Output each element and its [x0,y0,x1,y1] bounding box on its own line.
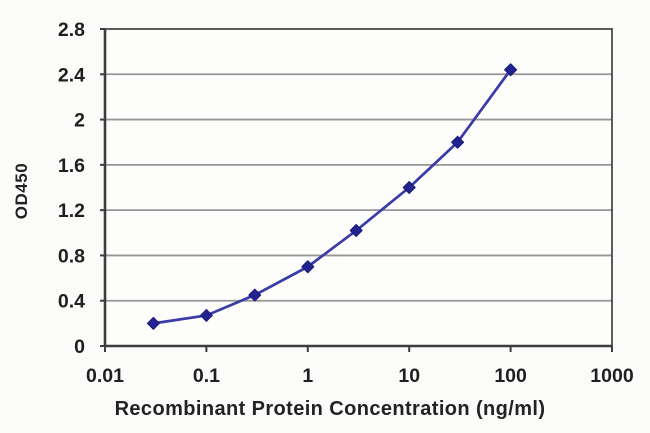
series-line [152,68,512,325]
data-point-marker [248,288,262,302]
data-point-marker [349,224,363,238]
x-axis-title: Recombinant Protein Concentration (ng/ml… [114,398,546,420]
y-tick-label: 0.8 [58,245,85,267]
y-tick-label: 1.2 [58,200,85,222]
x-tick-label: 10 [398,365,420,387]
data-point-marker [146,316,160,330]
y-tick-label: 2.4 [58,64,85,86]
x-tick-label: 1000 [590,365,634,387]
y-axis-title: OD450 [12,162,31,220]
y-tick-label: 0 [74,336,85,358]
data-point-marker [402,181,416,194]
x-tick-label: 0.01 [86,365,124,387]
data-point-marker [199,308,213,322]
x-tick-label: 100 [494,365,527,387]
y-tick-label: 1.6 [58,155,85,177]
plot-background [105,29,612,346]
y-tick-label: 0.4 [58,291,85,313]
x-tick-label: 1 [302,365,313,387]
y-tick-label: 2 [74,110,85,132]
data-point-marker [504,63,518,77]
data-point-marker [301,260,315,274]
data-point-marker [451,135,465,149]
x-tick-label: 0.1 [193,365,220,387]
y-tick-label: 2.8 [58,19,85,41]
